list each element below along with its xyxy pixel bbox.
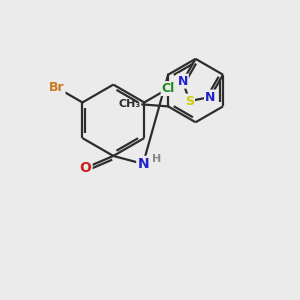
Text: O: O <box>80 161 92 175</box>
Text: CH₃: CH₃ <box>118 99 140 110</box>
Text: N: N <box>178 75 188 88</box>
Text: N: N <box>137 157 149 171</box>
Text: N: N <box>205 91 215 103</box>
Text: Br: Br <box>49 81 64 94</box>
Text: H: H <box>152 154 162 164</box>
Text: Cl: Cl <box>162 82 175 95</box>
Text: S: S <box>185 94 194 108</box>
